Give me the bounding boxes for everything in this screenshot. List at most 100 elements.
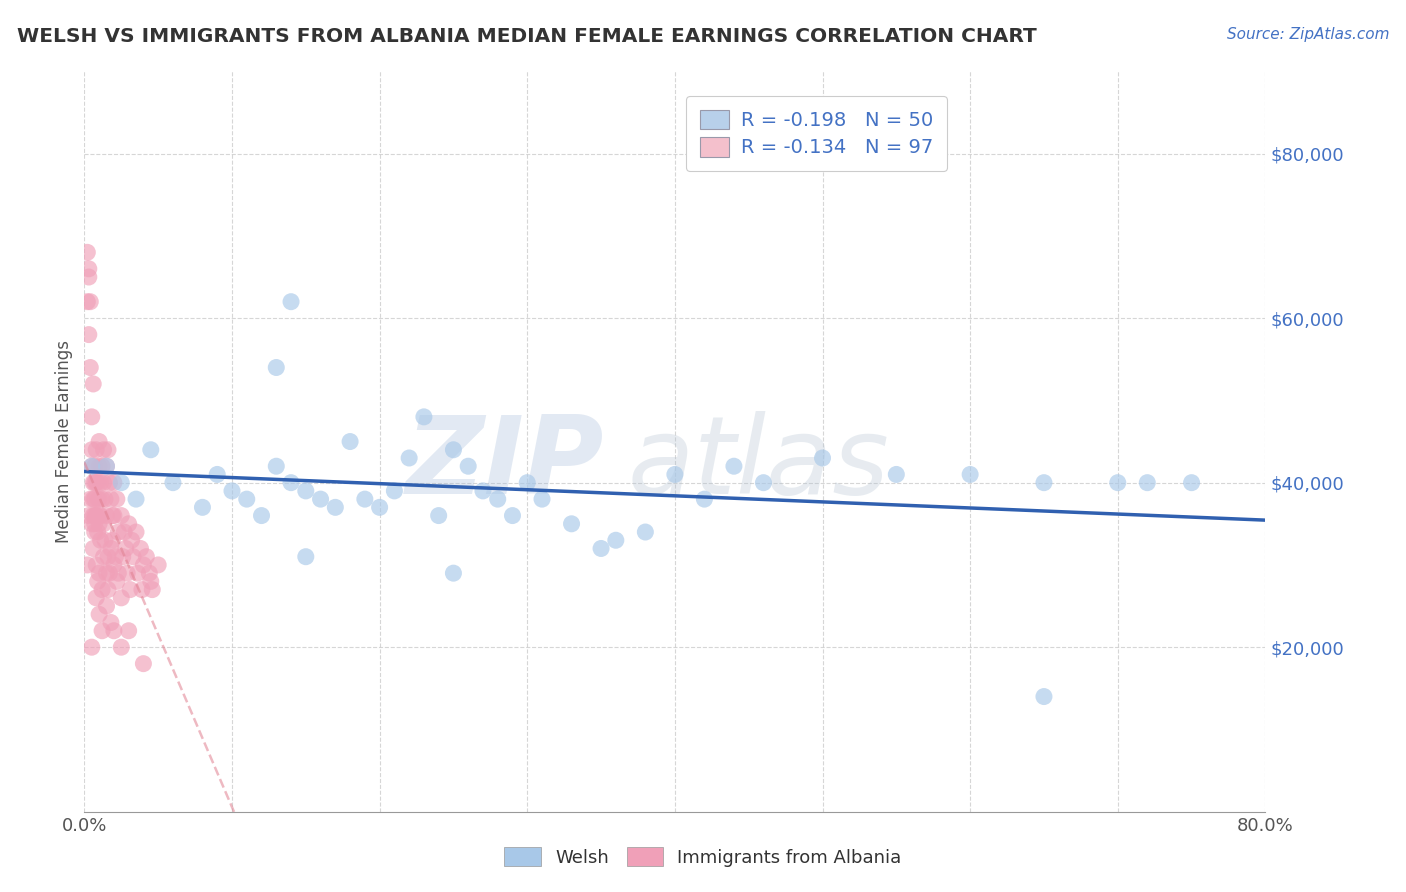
Point (162, 475, 184, 490)
Point (94, 492, 117, 507)
Point (1033, 475, 1056, 490)
Point (87, 459, 111, 474)
Point (693, 492, 716, 507)
Point (84, 475, 107, 490)
Point (84, 442, 107, 457)
Point (112, 524, 135, 539)
Point (83, 516, 105, 531)
Point (103, 624, 125, 638)
Point (886, 467, 908, 482)
Point (77, 508, 100, 523)
Point (309, 492, 332, 507)
Point (101, 533, 124, 548)
Point (413, 409, 436, 424)
Point (561, 516, 583, 531)
Point (752, 475, 775, 490)
Point (110, 475, 132, 490)
Point (87, 492, 111, 507)
Point (1136, 475, 1159, 490)
Point (131, 582, 153, 597)
Point (139, 442, 162, 457)
Point (79, 492, 101, 507)
Point (132, 657, 155, 671)
Point (959, 467, 981, 482)
Point (84, 508, 107, 523)
Point (83, 459, 105, 474)
Point (723, 459, 745, 474)
Point (191, 500, 214, 515)
Point (87, 516, 111, 531)
Point (591, 541, 613, 556)
Point (138, 566, 160, 581)
Point (76, 245, 98, 260)
Point (87, 434, 111, 449)
Point (93, 475, 115, 490)
Point (104, 549, 127, 564)
Point (77, 261, 100, 276)
Point (443, 566, 465, 581)
Point (100, 492, 122, 507)
Point (103, 558, 125, 572)
Point (103, 475, 125, 490)
Point (87, 508, 111, 523)
Legend: Welsh, Immigrants from Albania: Welsh, Immigrants from Albania (498, 840, 908, 874)
Point (91, 492, 114, 507)
Point (125, 492, 148, 507)
Point (91, 624, 114, 638)
Point (457, 459, 479, 474)
Point (90, 533, 112, 548)
Point (236, 492, 259, 507)
Point (501, 508, 523, 523)
Point (94, 533, 117, 548)
Point (443, 442, 465, 457)
Point (250, 508, 273, 523)
Text: Source: ZipAtlas.com: Source: ZipAtlas.com (1226, 27, 1389, 42)
Point (115, 566, 138, 581)
Point (531, 492, 554, 507)
Point (76, 558, 98, 572)
Point (1107, 475, 1129, 490)
Point (221, 483, 243, 498)
Text: ZIP: ZIP (406, 410, 605, 516)
Point (100, 541, 122, 556)
Point (96, 459, 118, 474)
Point (84, 558, 107, 572)
Point (110, 591, 132, 605)
Point (107, 566, 129, 581)
Point (96, 566, 118, 581)
Y-axis label: Median Female Earnings: Median Female Earnings (55, 340, 73, 543)
Point (295, 549, 318, 564)
Point (83, 475, 105, 490)
Legend: R = -0.198   N = 50, R = -0.134   N = 97: R = -0.198 N = 50, R = -0.134 N = 97 (686, 95, 946, 171)
Point (90, 508, 112, 523)
Text: WELSH VS IMMIGRANTS FROM ALBANIA MEDIAN FEMALE EARNINGS CORRELATION CHART: WELSH VS IMMIGRANTS FROM ALBANIA MEDIAN … (17, 27, 1036, 45)
Point (325, 500, 347, 515)
Point (77, 327, 100, 342)
Point (82, 541, 104, 556)
Point (82, 376, 104, 391)
Point (93, 549, 115, 564)
Point (80, 459, 103, 474)
Point (80, 640, 103, 655)
Point (86, 574, 108, 589)
Point (83, 524, 105, 539)
Point (80, 459, 103, 474)
Point (93, 442, 115, 457)
Point (141, 582, 163, 597)
Point (91, 459, 114, 474)
Point (486, 492, 509, 507)
Point (427, 508, 450, 523)
Point (811, 450, 834, 465)
Point (129, 541, 152, 556)
Point (96, 599, 118, 613)
Point (77, 270, 100, 285)
Point (266, 459, 288, 474)
Point (110, 640, 132, 655)
Point (125, 524, 148, 539)
Point (103, 508, 125, 523)
Point (280, 294, 302, 309)
Point (354, 492, 377, 507)
Point (132, 558, 155, 572)
Point (118, 516, 141, 531)
Point (90, 475, 112, 490)
